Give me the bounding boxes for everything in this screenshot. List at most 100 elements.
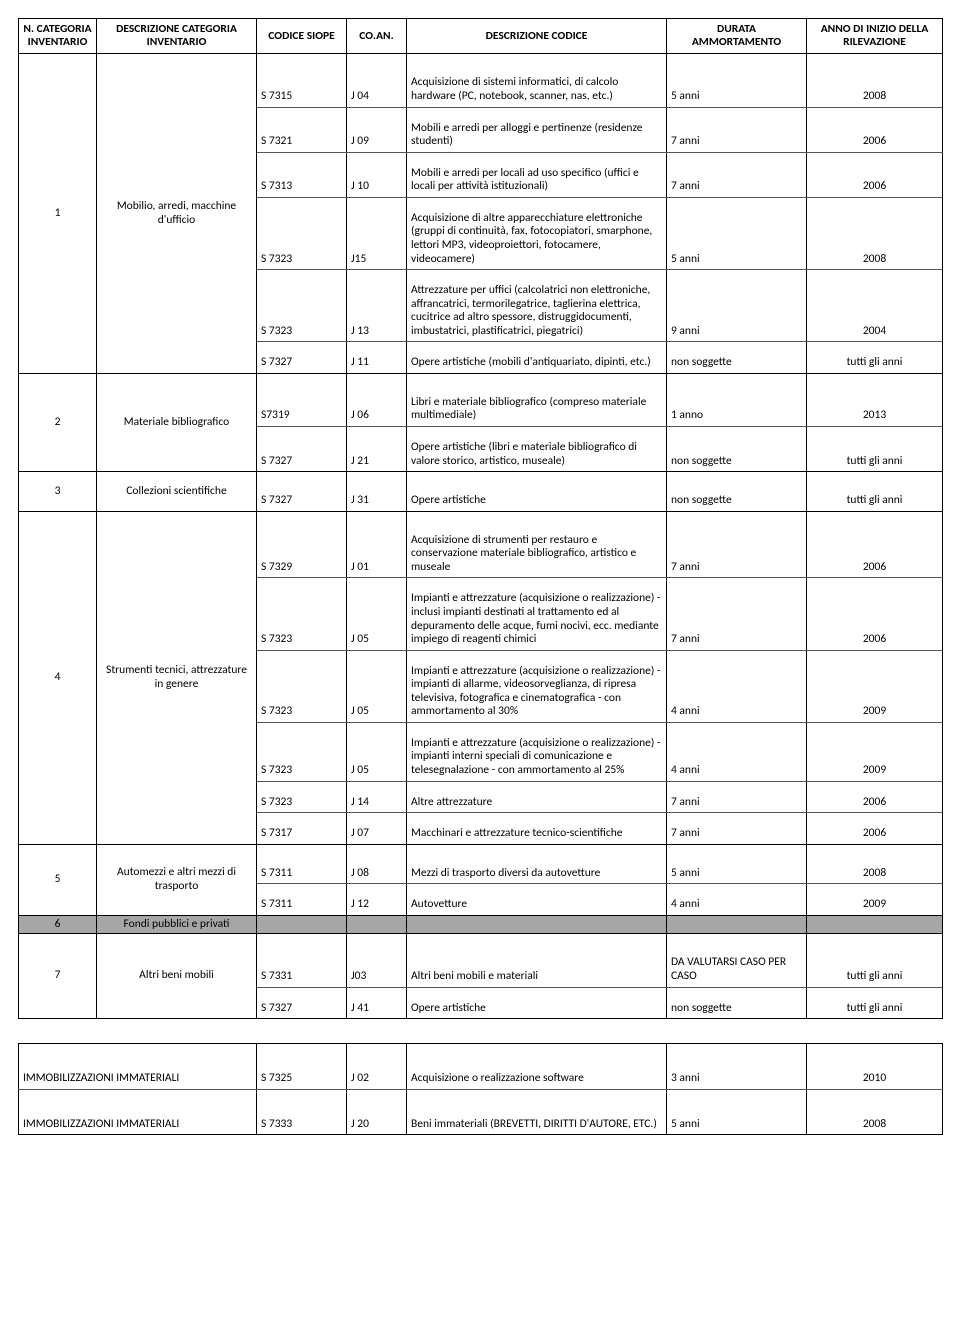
cell-coan: J 13 bbox=[347, 270, 407, 342]
cell-coan: J 41 bbox=[347, 987, 407, 1019]
category-description: Strumenti tecnici, attrezzature in gener… bbox=[97, 511, 257, 844]
cell-anno: 2010 bbox=[807, 1044, 943, 1090]
cell-anno: 2008 bbox=[807, 1089, 943, 1135]
cell-siope: S 7323 bbox=[257, 270, 347, 342]
table-row: 2Materiale bibliograficoS7319J 06Libri e… bbox=[19, 373, 943, 426]
cell-anno: 2008 bbox=[807, 844, 943, 884]
cell-dur: 7 anni bbox=[667, 781, 807, 813]
header-n: N. CATEGORIA INVENTARIO bbox=[19, 19, 97, 54]
cell-dur: 4 anni bbox=[667, 650, 807, 722]
cell-anno: 2006 bbox=[807, 781, 943, 813]
cell-coan: J 14 bbox=[347, 781, 407, 813]
cell-coan: J 11 bbox=[347, 342, 407, 374]
category-description: Mobilio, arredi, macchine d'ufficio bbox=[97, 54, 257, 373]
cell-siope: S 7327 bbox=[257, 342, 347, 374]
category-description: Altri beni mobili bbox=[97, 934, 257, 1019]
cell-dcod: Macchinari e attrezzature tecnico-scient… bbox=[407, 813, 667, 845]
cell-dur: 7 anni bbox=[667, 152, 807, 197]
cell-siope: S 7323 bbox=[257, 722, 347, 781]
cell-dcod: Attrezzature per uffici (calcolatrici no… bbox=[407, 270, 667, 342]
header-dcod: DESCRIZIONE CODICE bbox=[407, 19, 667, 54]
cell-anno: 2006 bbox=[807, 578, 943, 650]
cell-coan: J 05 bbox=[347, 578, 407, 650]
cell-anno: 2009 bbox=[807, 884, 943, 916]
cell-siope: S 7313 bbox=[257, 152, 347, 197]
category-number: 1 bbox=[19, 54, 97, 373]
cell-dcod: Opere artistiche (libri e materiale bibl… bbox=[407, 427, 667, 472]
cell-dcod: Altri beni mobili e materiali bbox=[407, 934, 667, 987]
category-number: 6 bbox=[19, 915, 97, 934]
cell-siope: S7319 bbox=[257, 373, 347, 426]
cell-siope: S 7311 bbox=[257, 884, 347, 916]
cell-dcod: Acquisizione di sistemi informatici, di … bbox=[407, 54, 667, 107]
category-description: Materiale bibliografico bbox=[97, 373, 257, 471]
category-number: 2 bbox=[19, 373, 97, 471]
cell-coan: J 05 bbox=[347, 650, 407, 722]
cell-siope bbox=[257, 915, 347, 934]
cell-dcod: Acquisizione di strumenti per restauro e… bbox=[407, 511, 667, 578]
cell-dur: non soggette bbox=[667, 472, 807, 512]
cell-siope: S 7329 bbox=[257, 511, 347, 578]
table-row: 5Automezzi e altri mezzi di trasportoS 7… bbox=[19, 844, 943, 884]
cell-dcod: Mobili e arredi per locali ad uso specif… bbox=[407, 152, 667, 197]
cell-dcod: Opere artistiche bbox=[407, 987, 667, 1019]
cell-siope: S 7327 bbox=[257, 472, 347, 512]
cell-anno: 2009 bbox=[807, 722, 943, 781]
cell-siope: S 7327 bbox=[257, 427, 347, 472]
cell-dcod: Opere artistiche bbox=[407, 472, 667, 512]
cell-anno: tutti gli anni bbox=[807, 934, 943, 987]
cell-dcod bbox=[407, 915, 667, 934]
cell-anno: 2008 bbox=[807, 197, 943, 269]
cell-dur: 5 anni bbox=[667, 844, 807, 884]
cell-dur: 7 anni bbox=[667, 107, 807, 152]
cell-siope: S 7311 bbox=[257, 844, 347, 884]
cell-dcod: Libri e materiale bibliografico (compres… bbox=[407, 373, 667, 426]
inventory-table: N. CATEGORIA INVENTARIO DESCRIZIONE CATE… bbox=[18, 18, 943, 1019]
table-body: 1Mobilio, arredi, macchine d'ufficioS 73… bbox=[19, 54, 943, 1019]
category-number: 3 bbox=[19, 472, 97, 512]
table-row: 1Mobilio, arredi, macchine d'ufficioS 73… bbox=[19, 54, 943, 107]
cell-anno: 2006 bbox=[807, 107, 943, 152]
cell-coan: J15 bbox=[347, 197, 407, 269]
cell-anno: tutti gli anni bbox=[807, 472, 943, 512]
cell-anno: tutti gli anni bbox=[807, 987, 943, 1019]
cell-dcod: Opere artistiche (mobili d'antiquariato,… bbox=[407, 342, 667, 374]
cell-dcod: Altre attrezzature bbox=[407, 781, 667, 813]
category-description: Fondi pubblici e privati bbox=[97, 915, 257, 934]
cell-dur: 3 anni bbox=[667, 1044, 807, 1090]
cell-dur: DA VALUTARSI CASO PER CASO bbox=[667, 934, 807, 987]
cell-dcod: Autovetture bbox=[407, 884, 667, 916]
cell-coan: J 01 bbox=[347, 511, 407, 578]
cell-dur: non soggette bbox=[667, 987, 807, 1019]
cell-dcod: Acquisizione di altre apparecchiature el… bbox=[407, 197, 667, 269]
cell-dcod: Impianti e attrezzature (acquisizione o … bbox=[407, 650, 667, 722]
cell-coan: J 20 bbox=[347, 1089, 407, 1135]
cell-siope: S 7317 bbox=[257, 813, 347, 845]
cell-coan: J 31 bbox=[347, 472, 407, 512]
cell-coan: J 06 bbox=[347, 373, 407, 426]
cell-siope: S 7327 bbox=[257, 987, 347, 1019]
cell-anno: 2013 bbox=[807, 373, 943, 426]
cell-siope: S 7323 bbox=[257, 578, 347, 650]
cell-dur: 5 anni bbox=[667, 54, 807, 107]
category-description: Automezzi e altri mezzi di trasporto bbox=[97, 844, 257, 915]
cell-coan: J03 bbox=[347, 934, 407, 987]
immobilizzazioni-label: IMMOBILIZZAZIONI IMMATERIALI bbox=[19, 1044, 257, 1090]
cell-dcod: Mobili e arredi per alloggi e pertinenze… bbox=[407, 107, 667, 152]
cell-coan: J 08 bbox=[347, 844, 407, 884]
cell-anno: tutti gli anni bbox=[807, 342, 943, 374]
cell-dur: 1 anno bbox=[667, 373, 807, 426]
cell-dur: 5 anni bbox=[667, 1089, 807, 1135]
cell-dur: 9 anni bbox=[667, 270, 807, 342]
cell-coan: J 09 bbox=[347, 107, 407, 152]
cell-coan: J 12 bbox=[347, 884, 407, 916]
cell-coan: J 07 bbox=[347, 813, 407, 845]
cell-coan bbox=[347, 915, 407, 934]
cell-dur: 7 anni bbox=[667, 578, 807, 650]
cell-siope: S 7325 bbox=[257, 1044, 347, 1090]
cell-anno bbox=[807, 915, 943, 934]
cell-anno: 2006 bbox=[807, 511, 943, 578]
cell-dur: 4 anni bbox=[667, 884, 807, 916]
cell-coan: J 02 bbox=[347, 1044, 407, 1090]
header-coan: CO.AN. bbox=[347, 19, 407, 54]
